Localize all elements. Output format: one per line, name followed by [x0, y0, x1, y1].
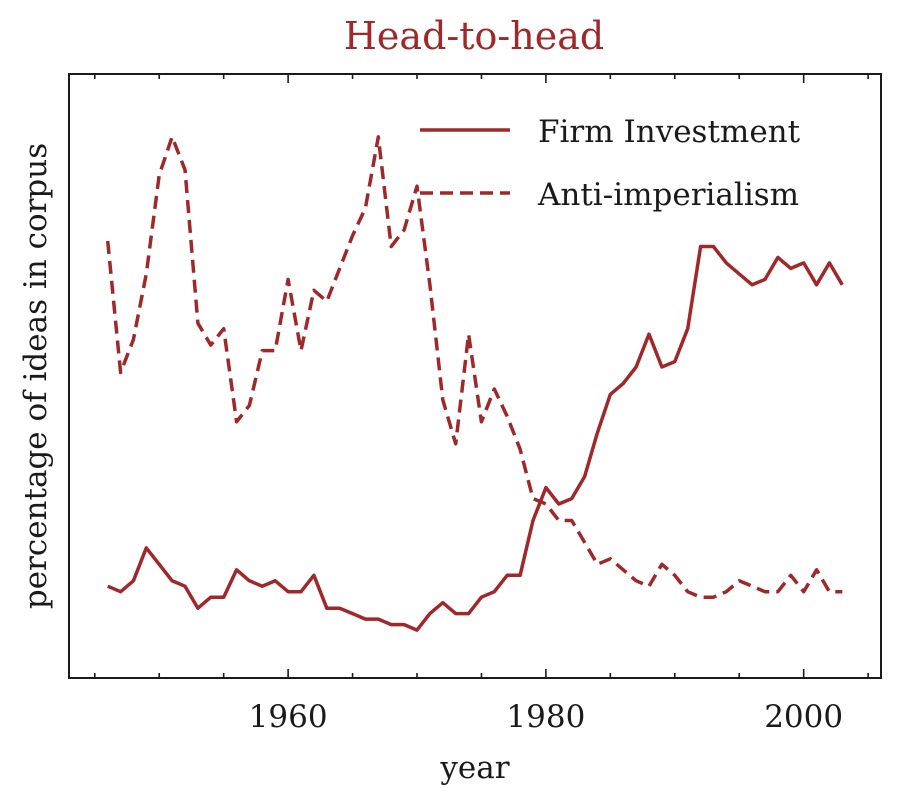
series-line-firm-investment	[107, 244, 844, 632]
x-tick-label: 1960	[249, 699, 328, 735]
x-tick-label: 1980	[506, 699, 585, 735]
x-tick-label: 2000	[764, 699, 843, 735]
axis-ticks: 1960 1980 2000	[93, 74, 869, 735]
x-axis-label: year	[439, 750, 509, 786]
y-axis-label: percentage of ideas in corpus	[18, 143, 54, 609]
legend-label-firm-investment: Firm Investment	[538, 114, 801, 150]
plot-frame	[68, 73, 882, 679]
series-line-anti-imperialism	[105, 135, 843, 599]
legend: Firm Investment Anti-imperialism	[420, 114, 801, 213]
legend-label-anti-imperialism: Anti-imperialism	[537, 177, 799, 213]
series-layer	[105, 135, 844, 632]
chart-title: Head-to-head	[344, 14, 604, 58]
